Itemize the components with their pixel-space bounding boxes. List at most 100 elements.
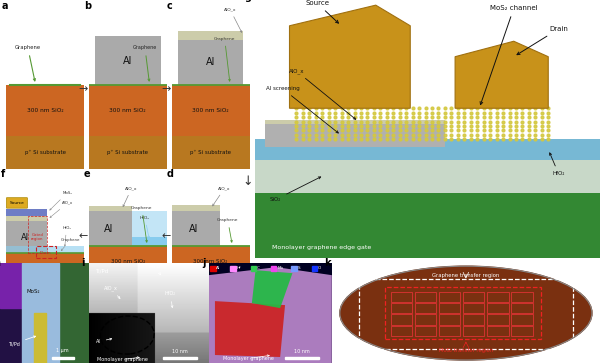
Bar bbox=[415, 291, 436, 302]
Bar bbox=[541, 356, 573, 358]
Bar bbox=[6, 85, 84, 136]
Bar bbox=[359, 279, 573, 349]
Circle shape bbox=[340, 266, 592, 360]
Text: 300 nm SiO₂: 300 nm SiO₂ bbox=[109, 108, 146, 113]
Text: C: C bbox=[257, 266, 260, 270]
Text: Gated
region: Gated region bbox=[31, 233, 43, 241]
Bar bbox=[172, 278, 250, 298]
Text: j: j bbox=[203, 258, 206, 268]
Text: ↓: ↓ bbox=[242, 175, 253, 188]
Polygon shape bbox=[455, 41, 548, 108]
Bar bbox=[511, 303, 533, 313]
Text: MoS₂ transfer region: MoS₂ transfer region bbox=[439, 347, 493, 352]
Text: MoS₂: MoS₂ bbox=[27, 289, 41, 294]
Text: Graphene: Graphene bbox=[217, 218, 239, 242]
Text: S: S bbox=[298, 266, 300, 270]
Bar bbox=[285, 357, 319, 359]
Bar bbox=[391, 326, 412, 336]
Text: AlO_x: AlO_x bbox=[50, 201, 73, 217]
Text: i: i bbox=[82, 258, 85, 268]
Bar bbox=[210, 266, 215, 271]
Bar bbox=[6, 253, 84, 280]
Text: Monolayer graphene: Monolayer graphene bbox=[97, 357, 148, 362]
Text: Source: Source bbox=[10, 201, 25, 205]
Bar bbox=[6, 280, 84, 298]
Text: Al: Al bbox=[206, 57, 215, 67]
Bar bbox=[291, 266, 297, 271]
Bar bbox=[487, 303, 509, 313]
Bar bbox=[6, 216, 47, 221]
Bar bbox=[487, 314, 509, 325]
Bar bbox=[439, 303, 460, 313]
Text: 1 cm: 1 cm bbox=[551, 349, 563, 354]
Text: MoS₂: MoS₂ bbox=[149, 264, 161, 274]
Text: Ti/Pd: Ti/Pd bbox=[8, 336, 35, 346]
Text: 1 μm: 1 μm bbox=[56, 348, 69, 353]
Bar bbox=[251, 266, 256, 271]
Bar bbox=[391, 303, 412, 313]
Bar bbox=[35, 246, 56, 258]
Bar bbox=[463, 303, 484, 313]
Bar bbox=[89, 136, 167, 169]
Text: HfO₂: HfO₂ bbox=[62, 225, 71, 246]
Text: Source: Source bbox=[305, 0, 338, 23]
Polygon shape bbox=[255, 139, 600, 160]
Polygon shape bbox=[255, 155, 600, 193]
Text: Monolayer graphene: Monolayer graphene bbox=[223, 355, 274, 361]
Bar bbox=[28, 216, 47, 253]
Text: Monolayer graphene edge gate: Monolayer graphene edge gate bbox=[272, 245, 371, 250]
Bar bbox=[22, 263, 59, 363]
Polygon shape bbox=[290, 5, 410, 108]
Bar bbox=[132, 237, 167, 246]
Text: Graphene: Graphene bbox=[214, 37, 235, 81]
Text: 300 nm SiO₂: 300 nm SiO₂ bbox=[30, 264, 60, 269]
Bar bbox=[89, 246, 167, 278]
Bar bbox=[89, 278, 167, 298]
Text: p⁺ Si substrate: p⁺ Si substrate bbox=[109, 285, 146, 290]
Text: p⁺ Si substrate: p⁺ Si substrate bbox=[190, 150, 231, 155]
Bar bbox=[95, 36, 161, 85]
Bar bbox=[6, 246, 84, 253]
Text: →: → bbox=[79, 84, 88, 94]
Text: ←: ← bbox=[161, 231, 171, 241]
Bar bbox=[487, 326, 509, 336]
Text: p⁺ Si substrate: p⁺ Si substrate bbox=[29, 287, 61, 291]
Bar bbox=[6, 136, 84, 169]
Text: HfO₂: HfO₂ bbox=[550, 153, 565, 176]
Polygon shape bbox=[265, 124, 445, 147]
Text: p⁺ Si substrate: p⁺ Si substrate bbox=[192, 285, 229, 290]
Text: Al: Al bbox=[217, 266, 220, 270]
Bar bbox=[172, 85, 250, 136]
Bar bbox=[439, 314, 460, 325]
Bar bbox=[487, 291, 509, 302]
Text: c: c bbox=[167, 1, 173, 11]
Text: 300 nm SiO₂: 300 nm SiO₂ bbox=[110, 260, 145, 264]
Text: Mo: Mo bbox=[277, 266, 283, 270]
Text: k: k bbox=[324, 258, 331, 268]
Bar bbox=[178, 40, 244, 85]
Text: Al: Al bbox=[189, 224, 198, 233]
Text: 300 nm SiO₂: 300 nm SiO₂ bbox=[193, 260, 228, 264]
Bar bbox=[172, 211, 220, 246]
Bar bbox=[271, 266, 277, 271]
Text: O: O bbox=[318, 266, 321, 270]
Text: Drain: Drain bbox=[517, 26, 568, 55]
Text: e: e bbox=[84, 169, 91, 179]
Text: MoS₂ channel: MoS₂ channel bbox=[480, 5, 538, 105]
Bar bbox=[463, 291, 484, 302]
Bar bbox=[89, 206, 132, 211]
Text: Al: Al bbox=[20, 233, 29, 242]
Bar bbox=[415, 314, 436, 325]
Text: p⁺ Si substrate: p⁺ Si substrate bbox=[107, 150, 148, 155]
Bar bbox=[172, 136, 250, 169]
Text: 10 nm: 10 nm bbox=[295, 349, 310, 354]
Text: →: → bbox=[161, 84, 171, 94]
Text: Graphene: Graphene bbox=[131, 206, 152, 242]
Bar bbox=[415, 326, 436, 336]
Bar bbox=[6, 221, 47, 253]
Text: Drain: Drain bbox=[40, 251, 52, 255]
Text: 300 nm SiO₂: 300 nm SiO₂ bbox=[192, 108, 229, 113]
Text: Al: Al bbox=[104, 224, 113, 233]
Bar bbox=[34, 313, 46, 363]
Bar bbox=[53, 263, 89, 363]
